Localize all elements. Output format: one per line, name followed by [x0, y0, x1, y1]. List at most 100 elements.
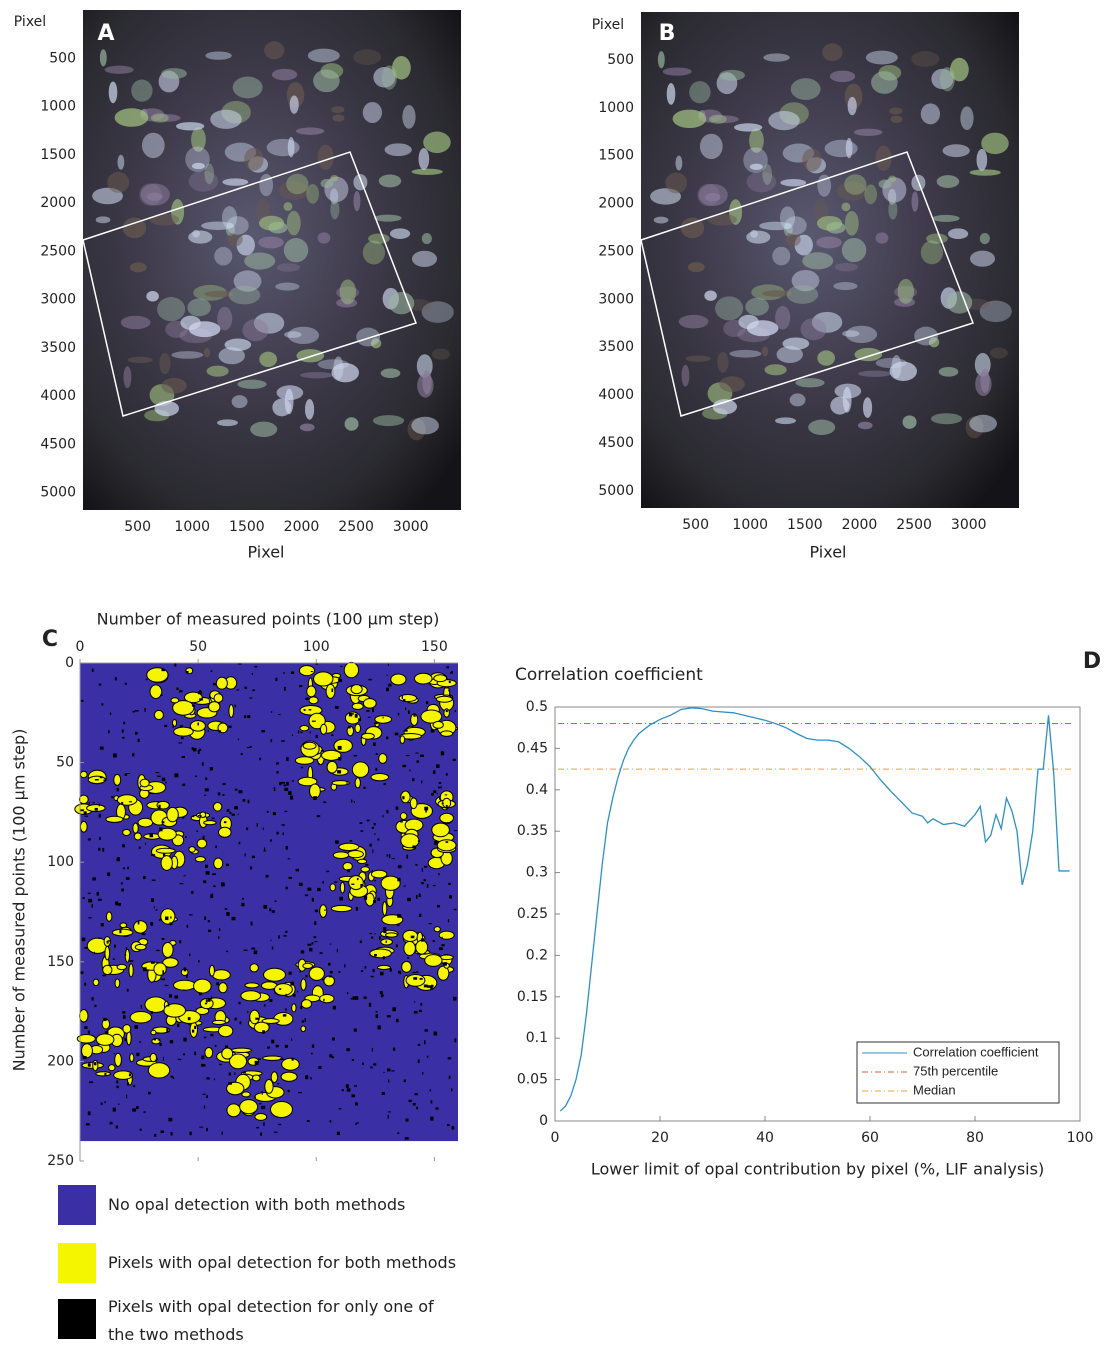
map-texture	[174, 773, 179, 778]
map-texture	[203, 820, 217, 826]
map-texture	[435, 1107, 439, 1110]
map-texture	[243, 949, 248, 951]
map-texture	[228, 725, 232, 728]
map-texture	[170, 916, 172, 919]
map-texture	[307, 943, 312, 946]
map-texture	[123, 867, 125, 870]
photo-texture	[746, 320, 779, 337]
map-texture	[122, 844, 125, 848]
legend-label: No opal detection with both methods	[108, 1195, 406, 1214]
photo-texture	[890, 115, 903, 123]
photo-texture	[845, 325, 878, 343]
map-texture	[121, 801, 124, 805]
map-texture	[109, 1121, 113, 1125]
map-texture	[370, 1066, 373, 1069]
map-texture	[213, 693, 224, 703]
map-texture	[375, 767, 378, 771]
map-texture	[285, 886, 288, 890]
map-texture	[370, 869, 388, 879]
map-texture	[395, 944, 399, 948]
map-texture	[372, 708, 374, 713]
map-texture	[230, 1047, 252, 1054]
map-texture	[244, 686, 247, 689]
map-texture	[182, 783, 186, 786]
map-texture	[311, 1044, 315, 1048]
map-texture	[368, 1002, 372, 1007]
map-texture	[354, 723, 362, 734]
map-texture	[284, 1044, 288, 1048]
map-texture	[134, 943, 147, 951]
map-texture	[205, 864, 208, 868]
map-texture	[192, 815, 195, 818]
photo-texture	[380, 368, 401, 379]
map-texture	[139, 1128, 142, 1131]
map-texture	[164, 781, 167, 784]
photo-texture	[320, 178, 334, 188]
map-texture	[261, 1105, 266, 1110]
map-texture	[205, 777, 208, 780]
map-texture	[207, 998, 211, 1002]
map-texture	[121, 1041, 124, 1043]
map-texture	[412, 778, 415, 782]
map-texture	[406, 854, 409, 859]
photo-texture	[107, 171, 130, 193]
map-texture	[331, 1037, 335, 1041]
photo-texture	[389, 228, 411, 239]
map-texture	[342, 862, 353, 871]
photo-texture	[829, 70, 856, 83]
photo-texture	[276, 263, 300, 272]
region-outline	[640, 151, 974, 417]
map-texture	[217, 826, 232, 838]
photo-texture	[295, 127, 325, 135]
photo-texture	[286, 210, 301, 236]
map-texture	[313, 936, 317, 939]
photo-texture	[928, 337, 940, 348]
photo-texture	[362, 102, 383, 123]
map-texture	[179, 883, 184, 885]
map-texture	[234, 806, 238, 810]
map-texture	[438, 930, 455, 940]
map-texture	[231, 813, 235, 816]
y-tick-label: 1500	[598, 148, 634, 164]
map-texture	[308, 712, 326, 730]
map-texture	[226, 1103, 241, 1118]
map-texture	[255, 1017, 260, 1020]
photo-texture	[218, 347, 245, 365]
map-texture	[351, 883, 355, 885]
photo-texture	[772, 246, 791, 266]
map-texture	[124, 948, 131, 963]
map-texture	[81, 937, 86, 942]
photo-texture	[224, 338, 252, 351]
map-texture	[433, 926, 441, 933]
map-texture	[274, 900, 277, 903]
map-texture	[133, 920, 148, 934]
map-texture	[383, 1071, 385, 1073]
y-tick-label: 4000	[598, 387, 634, 403]
map-texture	[239, 1021, 242, 1025]
map-texture	[375, 1010, 378, 1013]
map-texture	[412, 1103, 416, 1106]
map-texture	[333, 738, 353, 753]
photo-texture	[278, 180, 310, 200]
map-texture	[327, 962, 331, 966]
photo-texture	[853, 128, 883, 136]
map-texture	[259, 757, 262, 761]
map-texture	[412, 845, 416, 849]
map-texture	[262, 1055, 283, 1061]
map-texture	[288, 791, 292, 796]
photo-texture	[203, 347, 211, 358]
map-texture	[108, 1064, 116, 1072]
map-texture	[331, 780, 350, 786]
panel-label: D	[1083, 649, 1101, 674]
map-texture	[281, 740, 285, 742]
map-texture	[290, 671, 295, 675]
map-texture	[298, 665, 316, 677]
photo-texture	[353, 174, 368, 191]
map-texture	[322, 880, 324, 884]
map-texture	[427, 985, 432, 988]
map-texture	[420, 1002, 423, 1006]
map-texture	[381, 1091, 385, 1095]
map-texture	[315, 663, 318, 665]
photo-texture	[161, 377, 187, 394]
photo	[82, 10, 461, 510]
